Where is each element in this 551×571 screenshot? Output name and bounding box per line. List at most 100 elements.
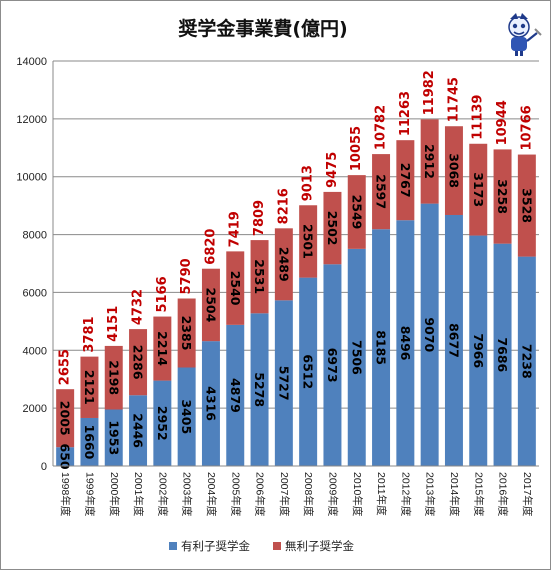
x-category-label: 2006年度 xyxy=(254,472,267,517)
total-label: 8216 xyxy=(276,188,291,224)
total-label: 7419 xyxy=(228,211,243,247)
total-label: 6820 xyxy=(203,229,218,265)
bar-yuurishi xyxy=(420,203,439,466)
bar-murishi xyxy=(177,298,196,368)
value-label: 6973 xyxy=(325,348,340,383)
value-label: 2198 xyxy=(106,360,121,395)
bar-murishi xyxy=(129,329,148,396)
total-label: 4151 xyxy=(106,306,121,342)
x-category-label: 1998年度 xyxy=(59,472,72,517)
total-label: 3781 xyxy=(82,316,97,352)
value-label: 7686 xyxy=(495,337,510,372)
legend-swatch-yuurishi xyxy=(169,542,177,550)
value-label: 2531 xyxy=(252,259,267,294)
x-category-label: 2004年度 xyxy=(205,472,218,517)
total-label: 9475 xyxy=(325,152,340,188)
total-label: 7809 xyxy=(252,200,267,236)
value-label: 2489 xyxy=(276,247,291,282)
value-label: 3173 xyxy=(471,172,486,207)
total-label: 9013 xyxy=(301,165,316,201)
x-category-label: 2013年度 xyxy=(424,472,437,517)
x-category-label: 2017年度 xyxy=(521,472,534,517)
value-label: 7238 xyxy=(519,344,534,379)
bar-yuurishi xyxy=(444,214,463,466)
bar-yuurishi xyxy=(129,395,148,466)
bar-yuurishi xyxy=(299,277,318,466)
value-label: 4316 xyxy=(203,386,218,421)
value-label: 2501 xyxy=(301,224,316,259)
value-label: 2286 xyxy=(131,345,146,380)
x-category-label: 1999年度 xyxy=(83,472,96,517)
value-label: 4879 xyxy=(228,378,243,413)
total-label: 10055 xyxy=(349,126,364,171)
bar-murishi xyxy=(80,356,99,418)
value-label: 2446 xyxy=(131,413,146,448)
value-label: 6512 xyxy=(301,354,316,389)
value-label: 8677 xyxy=(446,323,461,358)
bar-murishi xyxy=(274,228,293,301)
bar-murishi xyxy=(444,126,463,215)
x-category-label: 2012年度 xyxy=(399,472,412,517)
bar-murishi xyxy=(517,154,536,257)
value-label: 1660 xyxy=(82,425,97,460)
bar-yuurishi xyxy=(153,380,172,466)
total-label: 4732 xyxy=(131,289,146,325)
value-label: 9070 xyxy=(422,317,437,352)
y-tick-label: 4000 xyxy=(23,345,47,357)
value-label: 8185 xyxy=(374,330,389,365)
value-label: 3405 xyxy=(179,399,194,434)
data-labels: 650 2005 2655 1660 2121 3781 1953 2198 4151 2446 2… xyxy=(58,70,535,470)
x-category-label: 2010年度 xyxy=(351,472,364,517)
y-tick-label: 2000 xyxy=(23,403,47,415)
value-label: 7506 xyxy=(349,340,364,375)
value-label: 2767 xyxy=(398,163,413,198)
mascot-character-icon xyxy=(508,13,542,56)
bar-murishi xyxy=(250,240,269,314)
value-label: 5727 xyxy=(276,366,291,401)
bar-yuurishi xyxy=(469,235,488,466)
total-label: 2655 xyxy=(58,349,73,385)
bar-murishi xyxy=(104,345,123,410)
legend-swatch-murishi xyxy=(273,542,281,550)
y-axis-ticks: 0 2000 4000 6000 8000 10000 12000 14000 xyxy=(16,56,47,473)
x-category-label: 2000年度 xyxy=(108,472,121,517)
total-label: 11263 xyxy=(398,91,413,136)
y-tick-label: 10000 xyxy=(16,172,47,184)
value-label: 2121 xyxy=(82,370,97,405)
value-label: 2912 xyxy=(422,144,437,179)
bar-yuurishi xyxy=(80,417,99,466)
bar-yuurishi xyxy=(56,447,75,466)
bar-murishi xyxy=(56,389,75,448)
bar-yuurishi xyxy=(226,324,245,466)
bar-yuurishi xyxy=(201,341,220,466)
y-tick-label: 0 xyxy=(41,461,47,473)
bar-yuurishi xyxy=(372,229,391,466)
y-tick-label: 14000 xyxy=(16,56,47,68)
bar-murishi xyxy=(201,268,220,342)
value-label: 3258 xyxy=(495,179,510,214)
chart-title: 奨学金事業費(億円) xyxy=(177,17,347,40)
x-axis-categories: 1998年度 1999年度 2000年度 2001年度 2002年度 2003年度 2004… xyxy=(59,472,534,517)
total-label: 11745 xyxy=(446,77,461,122)
total-label: 10766 xyxy=(519,105,534,150)
bar-yuurishi xyxy=(517,256,536,466)
x-category-label: 2009年度 xyxy=(326,472,339,517)
total-label: 5166 xyxy=(155,276,170,312)
bar-murishi xyxy=(493,149,512,244)
bars xyxy=(56,119,536,466)
bar-murishi xyxy=(226,251,245,325)
bar-yuurishi xyxy=(347,248,366,466)
bar-yuurishi xyxy=(323,264,342,466)
bar-yuurishi xyxy=(250,313,269,466)
x-category-label: 2016年度 xyxy=(497,472,510,517)
gridlines xyxy=(53,60,539,467)
x-category-label: 2005年度 xyxy=(229,472,242,517)
value-label: 2385 xyxy=(179,316,194,351)
x-category-label: 2003年度 xyxy=(181,472,194,517)
y-tick-label: 8000 xyxy=(23,230,47,242)
value-label: 2952 xyxy=(155,406,170,441)
bar-murishi xyxy=(469,143,488,236)
value-label: 2005 xyxy=(58,401,73,436)
bar-yuurishi xyxy=(493,243,512,466)
total-label: 5790 xyxy=(179,258,194,294)
